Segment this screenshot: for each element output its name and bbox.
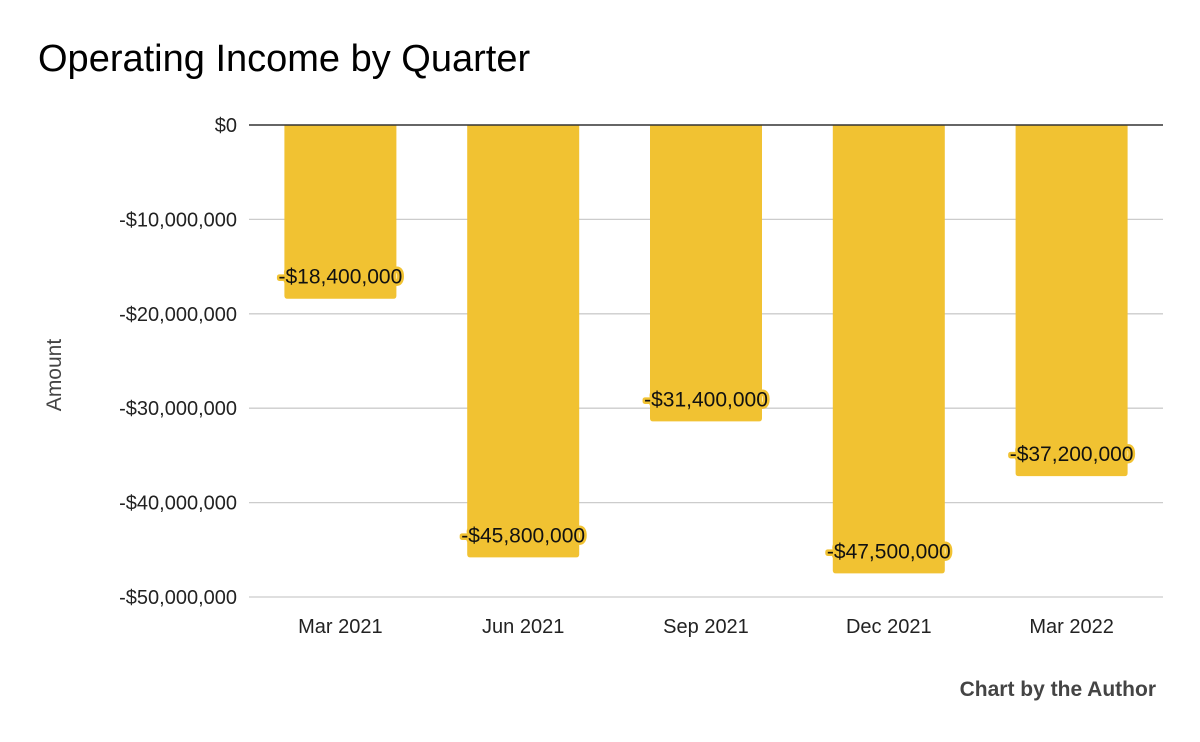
data-label: -$18,400,000 [279,266,403,289]
y-tick-label: -$30,000,000 [119,398,237,420]
chart-credit: Chart by the Author [959,678,1156,701]
data-label: -$37,200,000 [1010,443,1134,466]
data-label: -$45,800,000 [461,524,585,547]
y-axis-title: Amount [43,339,66,412]
x-axis-ticks: Mar 2021 Jun 2021 Sep 2021 Dec 2021 Mar 2022 [298,616,1114,638]
y-tick-label: $0 [215,115,237,137]
x-tick-label: Dec 2021 [846,616,932,638]
bar-jun-2021 [467,125,580,558]
bar-mar-2022 [1015,125,1128,477]
x-tick-label: Sep 2021 [663,616,749,638]
y-tick-label: -$40,000,000 [119,493,237,515]
bar-mar-2021 [284,125,397,299]
bar-dec-2021 [832,125,945,574]
y-axis-ticks: $0 -$10,000,000 -$20,000,000 -$30,000,000 -$… [119,115,237,609]
y-tick-label: -$50,000,000 [119,587,237,609]
x-tick-label: Mar 2021 [298,616,383,638]
bars [284,125,1128,574]
data-labels: -$18,400,000 -$45,800,000 -$31,400,000 -$47… [276,263,1136,566]
y-tick-label: -$10,000,000 [119,209,237,231]
data-label: -$47,500,000 [827,540,951,563]
chart-title: Operating Income by Quarter [38,38,531,80]
x-tick-label: Mar 2022 [1029,616,1114,638]
y-tick-label: -$20,000,000 [119,304,237,326]
data-label: -$31,400,000 [644,388,768,411]
x-tick-label: Jun 2021 [482,616,564,638]
bar-sep-2021 [650,125,762,422]
